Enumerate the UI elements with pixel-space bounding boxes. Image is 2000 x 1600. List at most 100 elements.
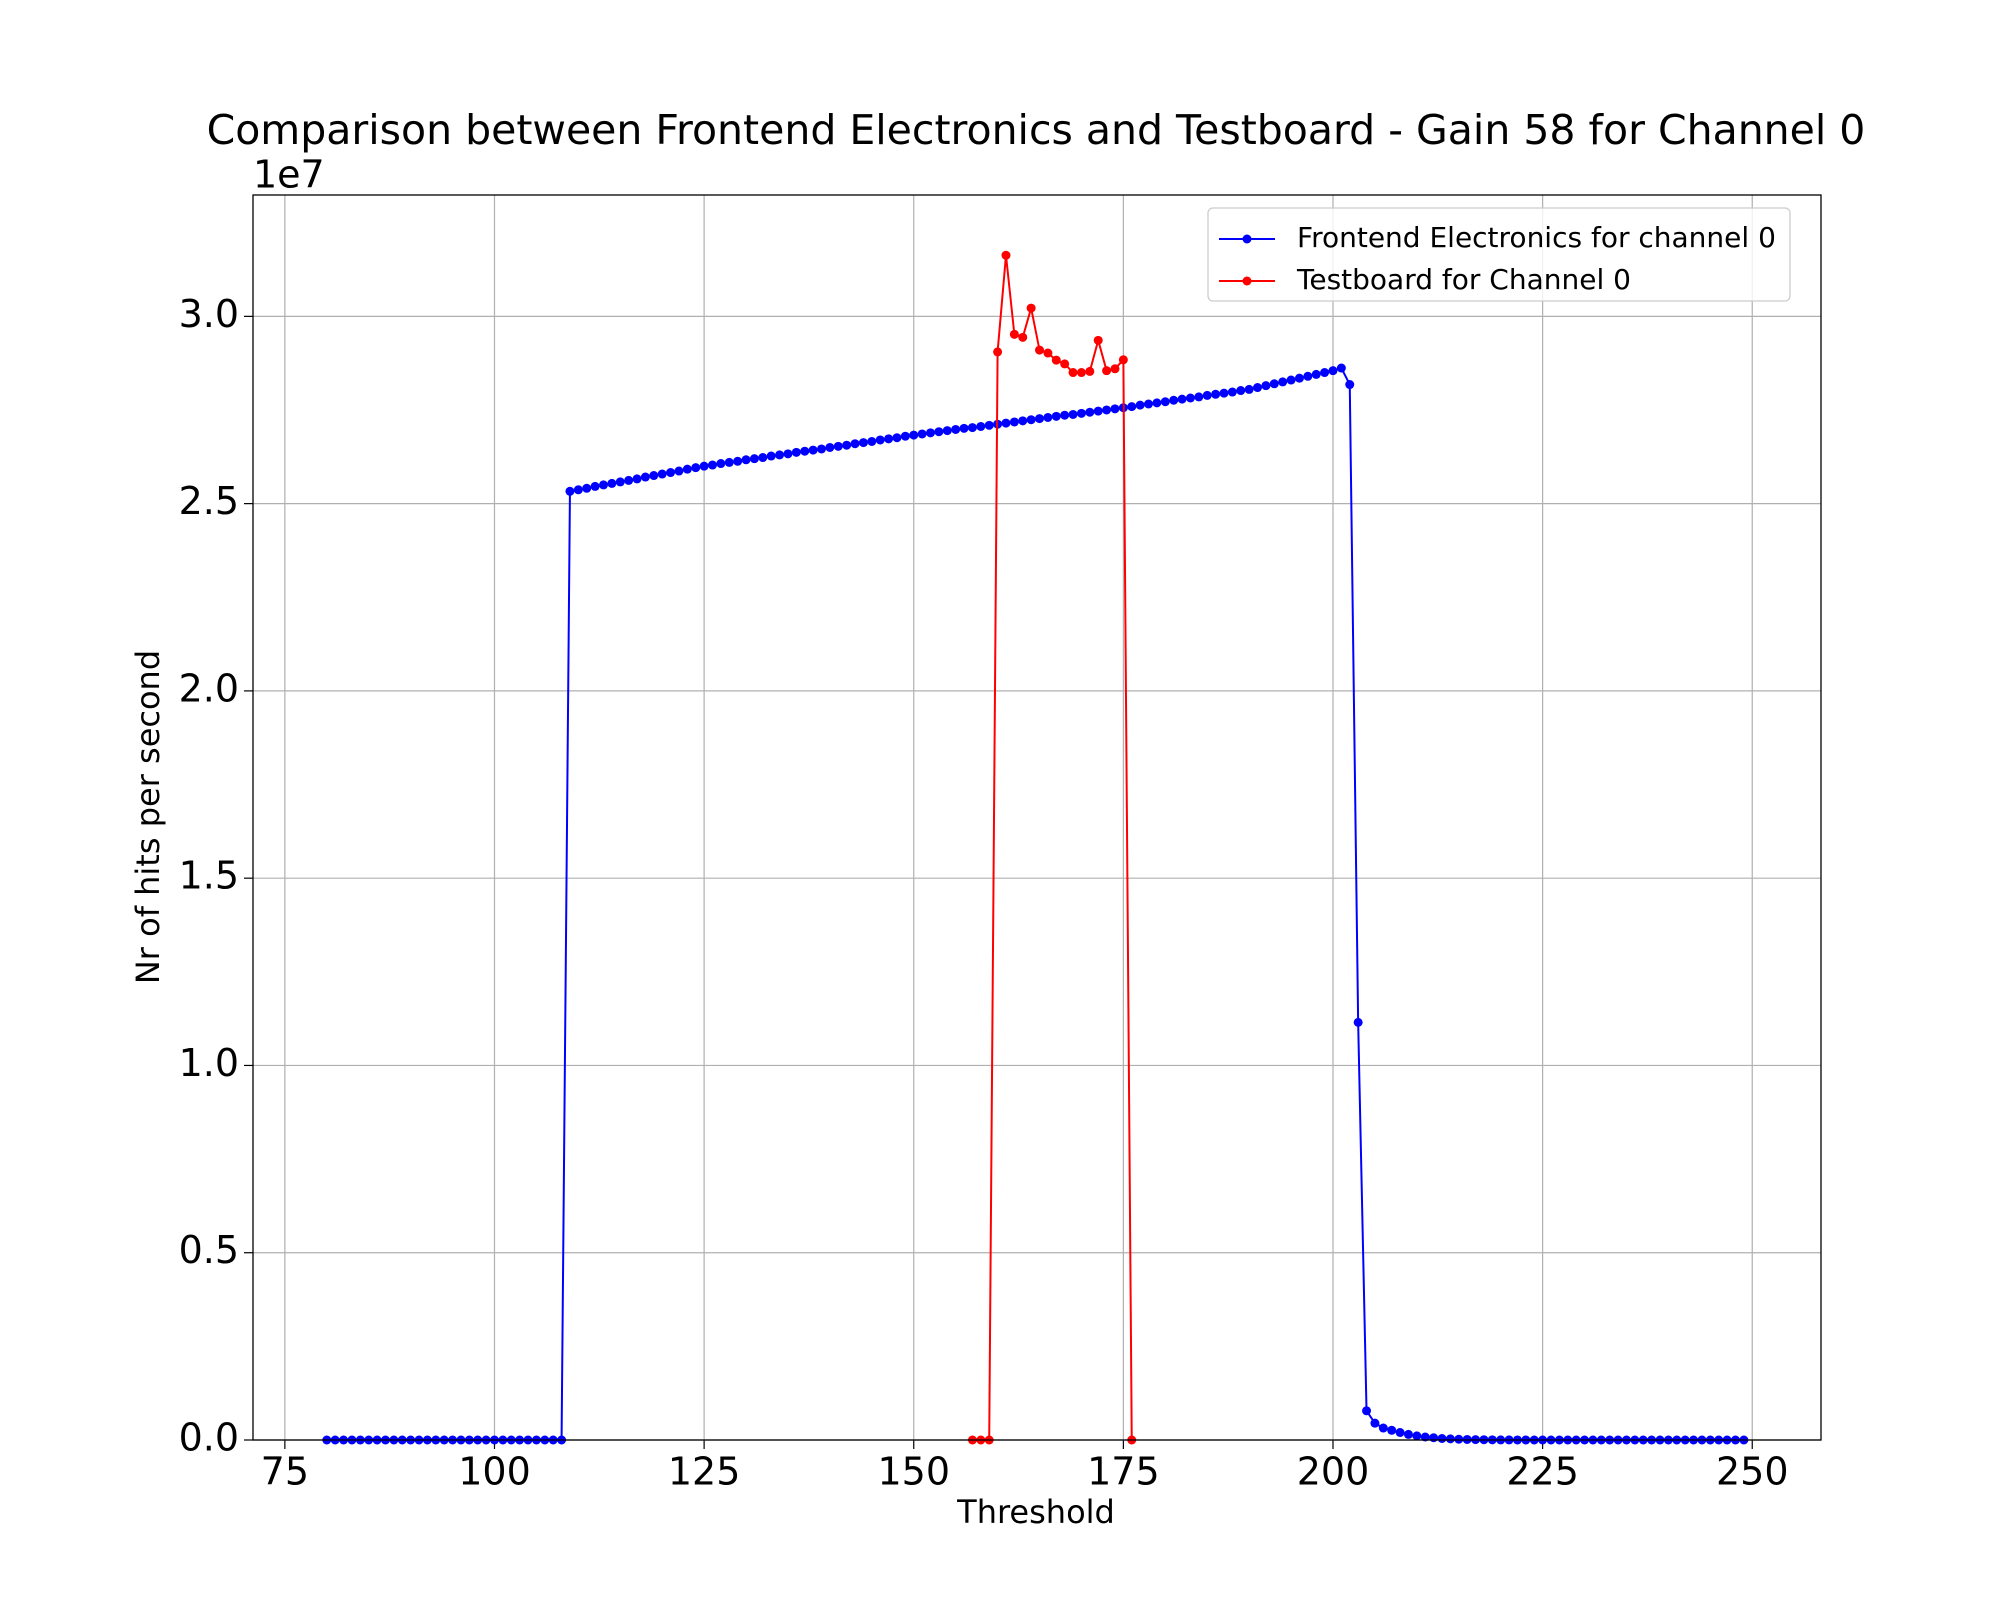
data-point (657, 469, 667, 479)
x-tick-label: 225 (1506, 1450, 1579, 1494)
x-tick-label: 125 (668, 1450, 741, 1494)
data-point (993, 347, 1003, 357)
data-point (1152, 398, 1162, 408)
data-point (1135, 400, 1145, 410)
x-tick-label: 75 (261, 1450, 309, 1494)
chart-title: Comparison between Frontend Electronics … (207, 106, 1866, 154)
data-point (1110, 404, 1120, 414)
data-point (707, 460, 717, 470)
data-point (1353, 1017, 1363, 1027)
data-point (1102, 405, 1112, 415)
data-point (1328, 366, 1338, 376)
data-point (791, 447, 801, 457)
data-point (1177, 394, 1187, 404)
data-point (758, 453, 768, 463)
data-point (1169, 395, 1179, 405)
x-tick-label: 250 (1716, 1450, 1789, 1494)
data-point (699, 461, 709, 471)
data-point (1185, 393, 1195, 403)
data-point (1294, 373, 1304, 383)
y-tick-label: 1.0 (179, 1041, 239, 1085)
data-point (1051, 411, 1061, 421)
data-point (573, 485, 583, 495)
y-offset-label: 1e7 (253, 153, 325, 197)
data-point (1060, 359, 1070, 369)
data-point (800, 446, 810, 456)
x-tick-label: 100 (458, 1450, 531, 1494)
data-point (1026, 415, 1036, 425)
data-point (615, 477, 625, 487)
data-point (749, 454, 759, 464)
data-point (1286, 375, 1296, 385)
data-point (1068, 368, 1078, 378)
data-point (682, 464, 692, 474)
data-point (716, 459, 726, 469)
data-point (1035, 414, 1045, 424)
data-point (1076, 408, 1086, 418)
data-point (1127, 402, 1137, 412)
data-point (909, 430, 919, 440)
x-axis-label: Threshold (956, 1493, 1115, 1531)
data-point (632, 474, 642, 484)
data-point (607, 478, 617, 488)
data-point (1110, 364, 1120, 374)
data-point (917, 429, 927, 439)
data-point (1261, 381, 1271, 391)
legend-label: Frontend Electronics for channel 0 (1297, 221, 1776, 254)
data-point (1144, 399, 1154, 409)
data-point (850, 439, 860, 449)
data-point (1018, 332, 1028, 342)
legend-marker (1242, 234, 1252, 244)
data-point (1202, 390, 1212, 400)
data-point (775, 450, 785, 460)
data-point (565, 486, 575, 496)
data-point (1454, 1434, 1464, 1444)
data-point (951, 424, 961, 434)
y-tick-label: 0.0 (179, 1416, 239, 1460)
data-point (942, 426, 952, 436)
plot-area: 75 100 125 150 175 200 225 250 0.0 0.5 1.0 1.5 2.0 2.… (179, 194, 1822, 1494)
x-tick-label: 175 (1087, 1450, 1160, 1494)
data-point (1320, 368, 1330, 378)
y-tick-label: 3.0 (179, 292, 239, 336)
data-point (598, 480, 608, 490)
data-point (984, 420, 994, 430)
data-point (1253, 383, 1263, 393)
data-point (1437, 1434, 1447, 1444)
data-point (1311, 369, 1321, 379)
data-point (858, 438, 868, 448)
data-point (875, 435, 885, 445)
data-point (1160, 397, 1170, 407)
data-point (1362, 1406, 1372, 1416)
legend-label: Testboard for Channel 0 (1296, 263, 1631, 296)
data-point (1345, 380, 1355, 390)
legend: Frontend Electronics for channel 0 Testbo… (1207, 207, 1791, 302)
data-point (1269, 379, 1279, 389)
data-point (825, 442, 835, 452)
data-point (926, 428, 936, 438)
data-point (1219, 388, 1229, 398)
data-point (867, 436, 877, 446)
data-point (1370, 1418, 1380, 1428)
data-point (1051, 355, 1061, 365)
data-point (1093, 406, 1103, 416)
data-point (1068, 409, 1078, 419)
data-point (1076, 368, 1086, 378)
data-point (934, 427, 944, 437)
data-point (1429, 1433, 1439, 1443)
data-point (817, 444, 827, 454)
x-tick-label: 150 (877, 1450, 950, 1494)
data-point (842, 440, 852, 450)
data-point (1194, 392, 1204, 402)
data-point (1420, 1432, 1430, 1442)
data-point (741, 455, 751, 465)
y-axis-label: Nr of hits per second (129, 650, 167, 984)
data-point (1244, 384, 1254, 394)
data-point (733, 456, 743, 466)
data-point (640, 472, 650, 482)
data-point (1035, 345, 1045, 355)
data-point (1085, 366, 1095, 376)
data-point (674, 466, 684, 476)
x-tick-label: 200 (1297, 1450, 1370, 1494)
data-point (691, 463, 701, 473)
